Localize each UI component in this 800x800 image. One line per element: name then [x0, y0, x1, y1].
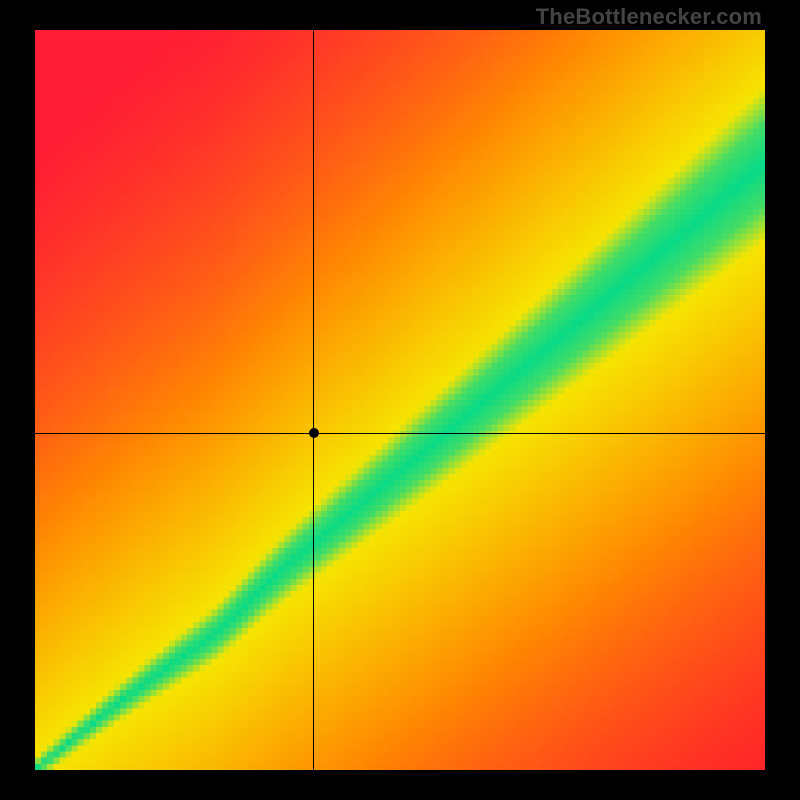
bottleneck-heatmap	[35, 30, 765, 770]
watermark-text: TheBottlenecker.com	[536, 4, 762, 30]
root-container: TheBottlenecker.com	[0, 0, 800, 800]
crosshair-horizontal	[35, 433, 765, 434]
crosshair-vertical	[313, 30, 314, 770]
